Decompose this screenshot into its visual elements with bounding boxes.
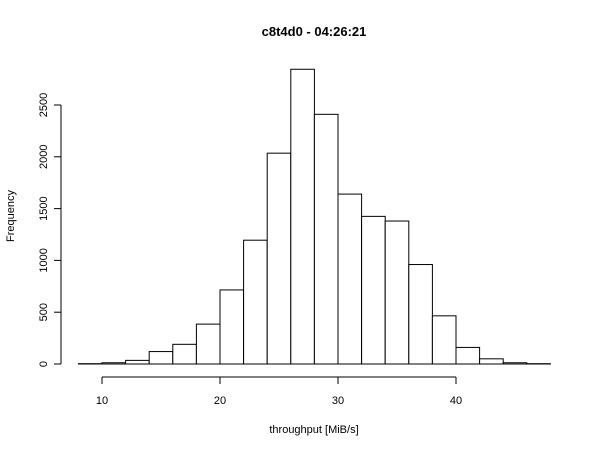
histogram-bar [384,220,410,365]
histogram-bar [431,315,457,365]
histogram-bar [266,152,292,365]
histogram-bar [337,193,363,365]
histogram-bar [243,239,268,365]
histogram-bar [313,113,339,365]
x-axis-title: throughput [MiB/s] [269,424,358,436]
histogram-bar [408,264,433,365]
histogram-bar [455,346,481,365]
x-tick-label: 30 [332,395,344,407]
x-tick-label: 10 [96,395,108,407]
histogram-bar [148,351,174,365]
y-axis: 0 500 1000 1500 2000 2500 [38,93,62,367]
histogram-bar [101,362,127,365]
histogram-bar [172,343,197,365]
y-tick-label: 1000 [38,248,50,272]
y-tick-label: 2000 [38,145,50,169]
y-axis-title: Frequency [5,190,17,242]
histogram-bar [361,215,386,365]
x-tick-label: 20 [214,395,226,407]
y-tick-label: 0 [38,361,50,367]
histogram-bar [125,359,150,365]
histogram-bar [219,289,245,365]
y-tick-label: 500 [38,303,50,321]
bars-group [77,68,551,365]
histogram-bar [479,358,504,365]
x-tick-label: 40 [450,395,462,407]
x-axis: 10 20 30 40 [96,376,462,407]
histogram-bar [195,323,221,365]
chart-title: c8t4d0 - 04:26:21 [262,24,367,39]
y-tick-label: 2500 [38,93,50,117]
histogram-bar [290,68,315,365]
histogram-bar [502,362,528,365]
y-tick-label: 1500 [38,196,50,220]
